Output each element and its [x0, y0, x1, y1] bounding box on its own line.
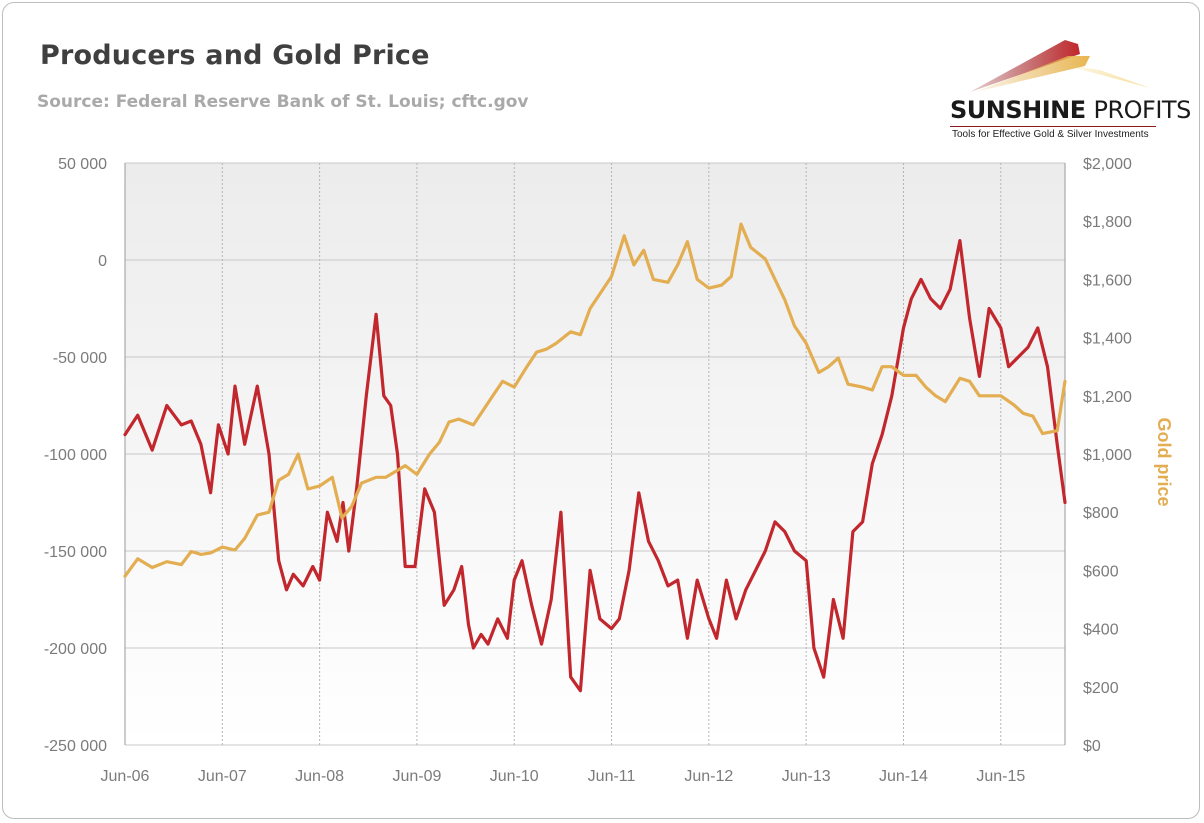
right-tick-label: $200 — [1083, 680, 1119, 697]
chart-subtitle: Source: Federal Reserve Bank of St. Loui… — [37, 92, 529, 112]
right-axis-ticks: $2,000 $1,800 $1,600 $1,400 $1,200 $1,000 $800… — [1083, 156, 1132, 755]
right-tick-label: $2,000 — [1083, 156, 1132, 173]
gold-price-line — [123, 222, 1067, 578]
sunshine-profits-logo: SUNSHINE PROFITS Tools for Effective Gol… — [940, 30, 1191, 150]
series — [123, 222, 1067, 693]
logo-tagline: Tools for Effective Gold & Silver Invest… — [952, 129, 1149, 140]
right-tick-label: $1,600 — [1083, 272, 1132, 289]
right-tick-label: $400 — [1083, 622, 1119, 639]
x-tick-label: Jun-10 — [490, 768, 539, 785]
left-tick-label: -150 000 — [44, 544, 107, 561]
right-tick-label: $1,400 — [1083, 331, 1132, 348]
x-tick-label: Jun-07 — [198, 768, 247, 785]
left-tick-label: -50 000 — [53, 350, 107, 367]
x-tick-label: Jun-08 — [295, 768, 344, 785]
right-tick-label: $0 — [1083, 738, 1101, 755]
right-tick-label: $1,800 — [1083, 214, 1132, 231]
logo-wordmark: SUNSHINE PROFITS — [950, 96, 1191, 124]
x-tick-label: Jun-14 — [879, 768, 928, 785]
right-tick-label: $800 — [1083, 505, 1119, 522]
left-tick-label: 50 000 — [58, 156, 107, 173]
left-tick-label: 0 — [98, 253, 107, 270]
x-tick-label: Jun-15 — [976, 768, 1025, 785]
right-tick-label: $1,000 — [1083, 447, 1132, 464]
x-tick-label: Jun-11 — [588, 768, 636, 785]
x-axis-ticks: Jun-06 Jun-07 Jun-08 Jun-09 Jun-10 Jun-11 Jun-… — [101, 768, 1026, 785]
left-tick-label: -250 000 — [44, 738, 107, 755]
grid — [124, 162, 1066, 746]
chart-title: Producers and Gold Price — [40, 40, 430, 71]
x-tick-label: Jun-12 — [684, 768, 733, 785]
logo-divider — [950, 126, 1156, 127]
producers-position-line — [123, 239, 1067, 693]
left-tick-label: -200 000 — [44, 641, 107, 658]
x-tick-label: Jun-06 — [101, 768, 150, 785]
right-tick-label: $1,200 — [1083, 389, 1132, 406]
x-tick-label: Jun-13 — [782, 768, 831, 785]
left-tick-label: -100 000 — [44, 447, 107, 464]
left-axis-ticks: 50 000 0 -50 000 -100 000 -150 000 -200 000 -2… — [44, 156, 107, 755]
right-tick-label: $600 — [1083, 563, 1119, 580]
logo-swoosh-icon — [970, 40, 1150, 92]
x-tick-label: Jun-09 — [392, 768, 441, 785]
right-axis-title: Gold price — [1154, 417, 1174, 506]
